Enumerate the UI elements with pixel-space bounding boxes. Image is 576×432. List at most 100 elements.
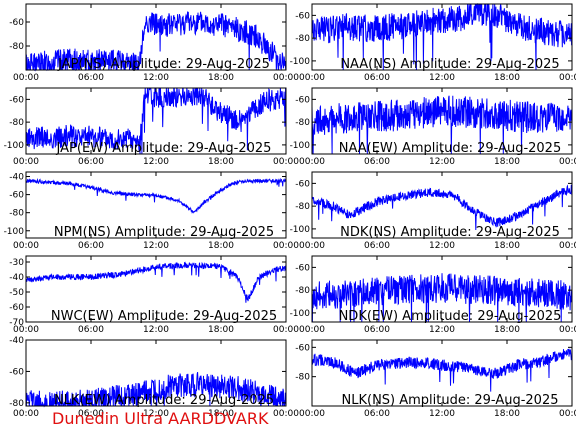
x-tick-label: 18:00 — [494, 157, 520, 167]
chart-panel: 00:00 06:00 12:00 18:00 00:00 -80 -60 JAP(NS) A… — [9, 3, 299, 83]
chart-panel: 00:00 06:00 12:00 18:00 00:00 -100 -80 -60 NDK(E… — [290, 255, 576, 335]
x-tick-label: 00:00 — [13, 409, 39, 419]
x-tick-label: 18:00 — [494, 241, 520, 251]
x-tick-label: 00:00 — [559, 409, 576, 419]
chart-title: NWC(EW) Amplitude: 29-Aug-2025 — [51, 309, 277, 324]
y-tick-label: -60 — [295, 11, 310, 21]
y-tick-label: -60 — [9, 191, 24, 201]
y-tick-label: -80 — [9, 209, 24, 219]
y-tick-label: -80 — [295, 373, 310, 383]
x-tick-label: 12:00 — [143, 73, 169, 83]
y-tick-label: -70 — [9, 318, 24, 328]
y-tick-label: -80 — [9, 118, 24, 128]
x-tick-label: 18:00 — [494, 409, 520, 419]
chart-panel: 00:00 06:00 12:00 18:00 00:00-70-60-50-40-30… — [9, 255, 299, 335]
y-tick-label: -60 — [9, 303, 24, 313]
x-tick-label: 06:00 — [78, 241, 104, 251]
y-tick-label: -30 — [9, 258, 24, 268]
y-tick-label: -100 — [290, 57, 311, 67]
x-tick-label: 18:00 — [208, 241, 234, 251]
x-tick-label: 00:00 — [273, 157, 299, 167]
x-tick-label: 00:00 — [299, 73, 325, 83]
amplitude-trace — [25, 261, 287, 303]
x-tick-label: 00:00 — [559, 325, 576, 335]
x-tick-label: 12:00 — [429, 409, 455, 419]
y-tick-label: -60 — [9, 95, 24, 105]
x-tick-label: 18:00 — [208, 73, 234, 83]
chart-title: JAP(EW) Amplitude: 29-Aug-2025 — [56, 141, 272, 156]
x-tick-label: 00:00 — [559, 73, 576, 83]
y-tick-label: -60 — [295, 95, 310, 105]
x-tick-label: 00:00 — [273, 73, 299, 83]
x-tick-label: 00:00 — [13, 325, 39, 335]
x-tick-label: 12:00 — [429, 325, 455, 335]
amplitude-trace — [311, 273, 573, 323]
y-tick-label: -100 — [290, 309, 311, 319]
chart-title: NLK(NS) Amplitude: 29-Aug-2025 — [342, 393, 559, 408]
footer-label: Dunedin Ultra AARDDVARK — [52, 409, 269, 428]
y-tick-label: -100 — [4, 141, 25, 151]
x-tick-label: 00:00 — [559, 241, 576, 251]
amplitude-trace — [311, 184, 573, 231]
x-tick-label: 18:00 — [494, 73, 520, 83]
chart-title: NDK(EW) Amplitude: 29-Aug-2025 — [339, 309, 562, 324]
x-tick-label: 12:00 — [143, 241, 169, 251]
amplitude-trace — [25, 11, 287, 72]
x-tick-label: 00:00 — [299, 157, 325, 167]
x-tick-label: 00:00 — [13, 157, 39, 167]
x-tick-label: 06:00 — [78, 409, 104, 419]
chart-panel: 00:00 06:00 12:00 18:00 00:00 -80 -60 NLK(NS) A… — [295, 339, 576, 419]
y-tick-label: -60 — [295, 263, 310, 273]
y-tick-label: -100 — [290, 225, 311, 235]
x-tick-label: 00:00 — [273, 241, 299, 251]
chart-title: NDK(NS) Amplitude: 29-Aug-2025 — [340, 225, 560, 240]
x-tick-label: 00:00 — [13, 73, 39, 83]
amplitude-trace — [311, 95, 573, 155]
x-tick-label: 06:00 — [364, 325, 390, 335]
x-tick-label: 06:00 — [78, 73, 104, 83]
y-tick-label: -60 — [295, 179, 310, 189]
x-tick-label: 12:00 — [143, 409, 169, 419]
amplitude-trace — [25, 371, 287, 408]
chart-panel: 00:00 06:00 12:00 18:00 00:00 -100 -80 -60 JAP(E… — [4, 87, 299, 167]
x-tick-label: 18:00 — [208, 409, 234, 419]
x-tick-label: 12:00 — [429, 73, 455, 83]
chart-panel: 00:00 06:00 12:00 18:00 00:00 -100 -80 -60 NAA(E… — [290, 87, 576, 167]
y-tick-label: -50 — [9, 288, 24, 298]
chart-title: JAP(NS) Amplitude: 29-Aug-2025 — [57, 57, 270, 72]
x-tick-label: 00:00 — [299, 325, 325, 335]
y-tick-label: -80 — [295, 202, 310, 212]
y-tick-label: -40 — [9, 173, 24, 183]
x-tick-label: 18:00 — [208, 325, 234, 335]
y-tick-label: -40 — [9, 273, 24, 283]
chart-title: NPM(NS) Amplitude: 29-Aug-2025 — [54, 225, 274, 240]
x-tick-label: 06:00 — [364, 157, 390, 167]
y-tick-label: -80 — [295, 118, 310, 128]
y-tick-label: -80 — [9, 399, 24, 409]
y-tick-label: -80 — [9, 42, 24, 52]
y-tick-label: -40 — [9, 336, 24, 346]
x-tick-label: 00:00 — [299, 409, 325, 419]
chart-panel: 00:00 06:00 12:00 18:00 00:00 -100 -80 -60 NAA(N… — [290, 3, 576, 83]
x-tick-label: 12:00 — [429, 241, 455, 251]
chart-title: NLK(EW) Amplitude: 29-Aug-2025 — [54, 393, 274, 408]
x-tick-label: 18:00 — [208, 157, 234, 167]
x-tick-label: 00:00 — [299, 241, 325, 251]
x-tick-label: 12:00 — [143, 325, 169, 335]
y-tick-label: -80 — [295, 34, 310, 44]
x-tick-label: 06:00 — [364, 241, 390, 251]
x-tick-label: 12:00 — [429, 157, 455, 167]
x-tick-label: 06:00 — [78, 157, 104, 167]
x-tick-label: 12:00 — [143, 157, 169, 167]
x-tick-label: 00:00 — [273, 325, 299, 335]
amplitude-trace — [311, 348, 573, 392]
y-tick-label: -80 — [295, 286, 310, 296]
y-tick-label: -60 — [295, 343, 310, 353]
amplitude-trace — [25, 177, 287, 214]
x-tick-label: 06:00 — [364, 73, 390, 83]
y-tick-label: -60 — [9, 367, 24, 377]
y-tick-label: -100 — [290, 141, 311, 151]
x-tick-label: 06:00 — [78, 325, 104, 335]
chart-panel: 00:00 06:00 12:00 18:00 00:00 -100 -80 -60 -40 NP… — [4, 171, 299, 251]
x-tick-label: 00:00 — [13, 241, 39, 251]
